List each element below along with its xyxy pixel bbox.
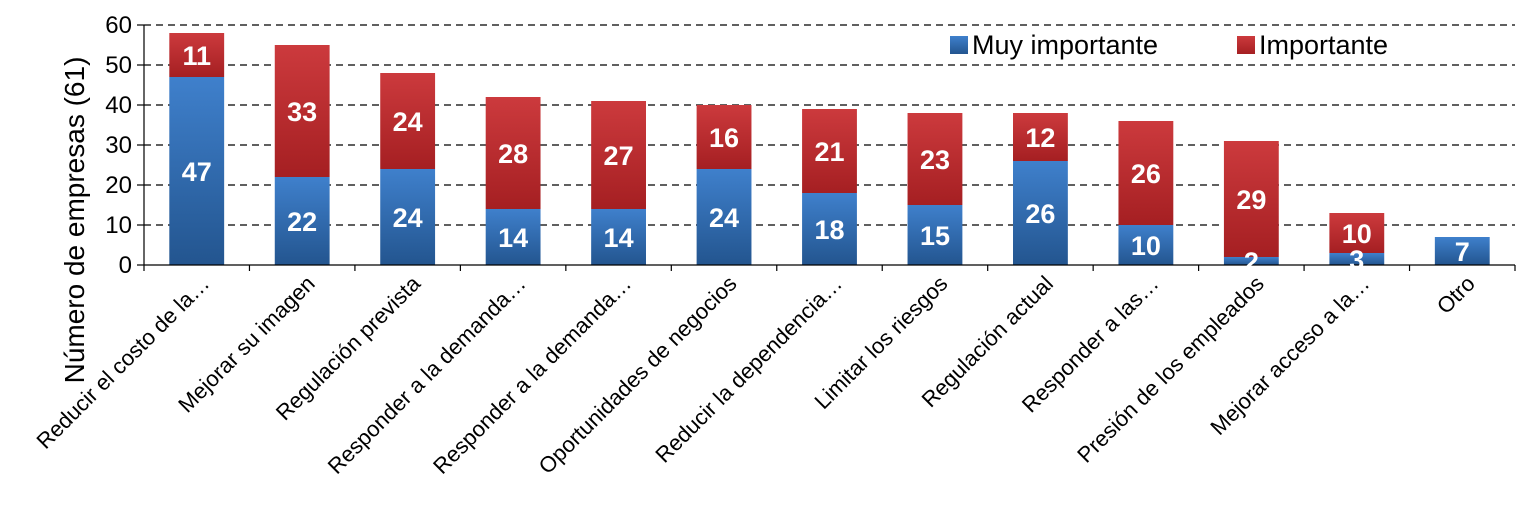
bar-segment-muy-importante bbox=[274, 177, 330, 265]
bar-segment-muy-importante bbox=[1329, 253, 1385, 265]
data-label: 14 bbox=[604, 223, 634, 253]
data-label: 47 bbox=[182, 157, 212, 187]
y-axis-title: Número de empresas (61) bbox=[59, 57, 90, 384]
data-label: 11 bbox=[182, 41, 211, 71]
data-label: 23 bbox=[920, 145, 950, 175]
bar-segment-muy-importante bbox=[802, 193, 857, 265]
data-label: 29 bbox=[1236, 185, 1266, 215]
bar-segment-importante bbox=[591, 101, 646, 209]
bar-segment-muy-importante bbox=[169, 77, 225, 265]
data-label: 12 bbox=[1025, 123, 1055, 153]
legend: Muy importante Importante bbox=[950, 30, 1388, 60]
data-label: 10 bbox=[1131, 231, 1161, 261]
data-label: 26 bbox=[1131, 159, 1161, 189]
bar-segment-muy-importante bbox=[1118, 225, 1174, 265]
bars bbox=[169, 33, 1490, 265]
x-category-label: Responder a la demanda… bbox=[428, 271, 636, 479]
bar-segment-muy-importante bbox=[380, 169, 436, 265]
bar-segment-muy-importante bbox=[485, 209, 541, 265]
x-category-label: Responder a la demanda… bbox=[323, 271, 531, 479]
data-label: 27 bbox=[604, 141, 634, 171]
legend-swatch bbox=[950, 36, 968, 54]
x-category-label: Reducir la dependencia… bbox=[650, 271, 847, 468]
y-tick-label: 40 bbox=[105, 92, 132, 119]
data-label: 3 bbox=[1349, 245, 1364, 275]
legend-label: Importante bbox=[1259, 30, 1388, 60]
bar-segment-importante bbox=[1223, 141, 1279, 257]
y-tick-label: 50 bbox=[105, 52, 132, 79]
bar-segment-muy-importante bbox=[1434, 237, 1490, 265]
data-label: 26 bbox=[1025, 199, 1055, 229]
legend-swatch bbox=[1237, 36, 1255, 54]
bar-segment-muy-importante bbox=[907, 205, 963, 265]
y-tick-label: 20 bbox=[105, 172, 132, 199]
data-label: 24 bbox=[393, 107, 423, 137]
y-tick-label: 10 bbox=[105, 212, 132, 239]
y-tick-label: 30 bbox=[105, 132, 132, 159]
data-labels: 4711223324241428142724161821152326121026… bbox=[182, 41, 1470, 277]
bar-segment-muy-importante bbox=[591, 209, 646, 265]
bar-segment-importante bbox=[907, 113, 963, 205]
data-label: 18 bbox=[814, 215, 844, 245]
bar-segment-importante bbox=[696, 105, 752, 169]
x-category-label: Otro bbox=[1432, 271, 1480, 319]
y-tick-label: 0 bbox=[119, 252, 132, 279]
data-label: 10 bbox=[1342, 219, 1372, 249]
x-category-label: Presión de los empleados bbox=[1072, 271, 1269, 468]
data-label: 24 bbox=[393, 203, 423, 233]
bar-segment-muy-importante bbox=[696, 169, 752, 265]
y-tick-label: 60 bbox=[105, 12, 132, 39]
bar-segment-importante bbox=[380, 73, 436, 169]
data-label: 2 bbox=[1244, 247, 1259, 277]
data-label: 33 bbox=[287, 97, 317, 127]
data-label: 28 bbox=[498, 139, 528, 169]
data-label: 22 bbox=[287, 207, 317, 237]
bar-segment-muy-importante bbox=[1013, 161, 1068, 265]
bar-segment-importante bbox=[1329, 213, 1385, 253]
bar-segment-muy-importante bbox=[1223, 257, 1279, 265]
legend-label: Muy importante bbox=[972, 30, 1158, 60]
data-label: 7 bbox=[1455, 237, 1470, 267]
bar-segment-importante bbox=[169, 33, 225, 77]
bar-segment-importante bbox=[1118, 121, 1174, 225]
data-label: 24 bbox=[709, 203, 739, 233]
data-label: 14 bbox=[498, 223, 528, 253]
data-label: 15 bbox=[920, 221, 950, 251]
bar-segment-importante bbox=[802, 109, 857, 193]
bar-segment-importante bbox=[1013, 113, 1068, 161]
data-label: 21 bbox=[814, 137, 844, 167]
x-category-label: Oportunidades de negocios bbox=[534, 271, 742, 479]
bar-segment-importante bbox=[485, 97, 541, 209]
data-label: 16 bbox=[709, 123, 739, 153]
bar-segment-importante bbox=[274, 45, 330, 177]
